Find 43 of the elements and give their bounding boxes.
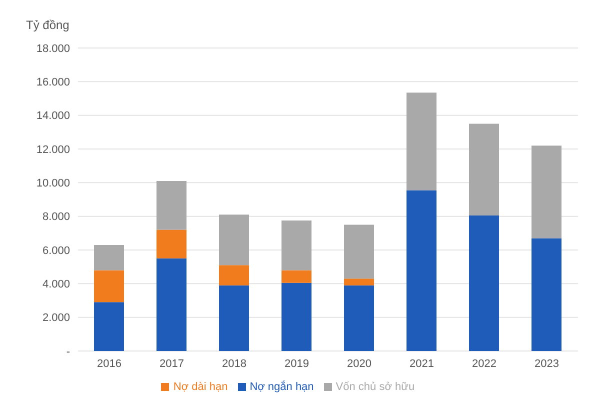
y-axis-title: Tỷ đồng xyxy=(26,18,70,32)
bar xyxy=(219,265,249,286)
bar xyxy=(532,238,562,351)
bar xyxy=(469,124,499,216)
x-tick-label: 2022 xyxy=(472,358,496,370)
y-tick-label: 8.000 xyxy=(42,211,70,224)
bar xyxy=(406,92,436,190)
legend-label: Vốn chủ sở hữu xyxy=(336,381,415,393)
bar xyxy=(94,270,124,302)
y-tick-label: 10.000 xyxy=(36,178,70,190)
bar xyxy=(219,285,249,351)
bar xyxy=(156,180,186,230)
y-tick-label: 4.000 xyxy=(42,278,70,291)
bar xyxy=(156,258,186,351)
bar xyxy=(219,214,249,266)
bar xyxy=(282,270,312,283)
bar xyxy=(469,215,499,351)
y-tick-label: 18.000 xyxy=(36,42,70,55)
x-tick-label: 2021 xyxy=(410,358,434,370)
bar xyxy=(344,285,374,351)
bar xyxy=(344,278,374,286)
legend-label: Nợ dài hạn xyxy=(173,381,228,393)
x-tick-label: 2019 xyxy=(284,358,309,370)
bar xyxy=(282,282,312,351)
x-tick-label: 2017 xyxy=(160,358,184,370)
y-tick-label: - xyxy=(66,346,70,358)
bar xyxy=(94,302,124,351)
y-tick-label: 16.000 xyxy=(36,76,70,89)
y-tick-label: 12.000 xyxy=(36,144,70,156)
bar xyxy=(406,190,436,351)
bar xyxy=(344,224,374,279)
y-tick-label: 6.000 xyxy=(42,244,70,257)
bar xyxy=(94,244,124,270)
bar xyxy=(532,146,562,238)
x-tick-label: 2018 xyxy=(222,358,246,370)
x-tick-label: 2020 xyxy=(347,358,372,370)
x-tick-label: 2016 xyxy=(97,358,122,370)
bar xyxy=(156,230,186,258)
legend-label: Nợ ngắn hạn xyxy=(250,381,314,393)
y-tick-label: 14.000 xyxy=(36,110,70,122)
x-tick-label: 2023 xyxy=(534,358,559,370)
y-tick-label: 2.000 xyxy=(42,312,70,324)
bar xyxy=(282,220,312,270)
